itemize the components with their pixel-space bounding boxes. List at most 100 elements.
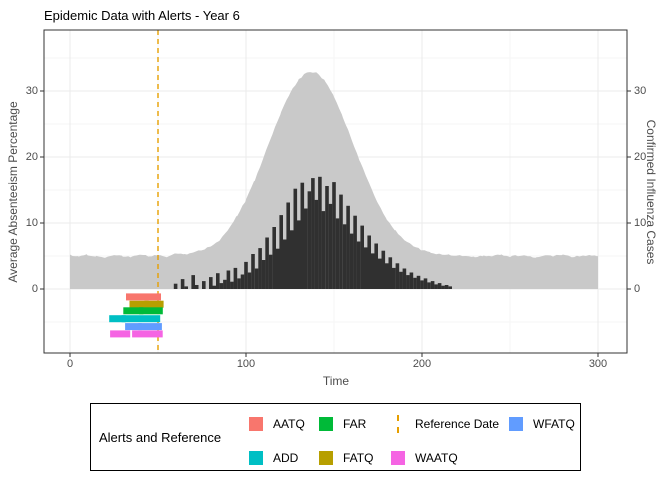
influenza-bar bbox=[286, 202, 290, 289]
alert-band-WAATQ bbox=[132, 330, 163, 338]
influenza-bar bbox=[335, 218, 340, 289]
legend-key-dashed-line-icon bbox=[397, 415, 399, 433]
influenza-bar bbox=[275, 248, 280, 289]
influenza-bar bbox=[413, 277, 417, 289]
y-right-tick-label: 20 bbox=[634, 151, 647, 163]
influenza-bar bbox=[194, 285, 199, 289]
influenza-bar bbox=[409, 272, 414, 289]
y-right-tick-label: 30 bbox=[634, 85, 647, 97]
influenza-bar bbox=[272, 227, 276, 289]
legend-entry-wfatq: WFATQ bbox=[509, 414, 575, 434]
influenza-bar bbox=[388, 257, 393, 289]
x-tick-label: 0 bbox=[66, 358, 74, 370]
legend-entry-add: ADD bbox=[249, 448, 298, 468]
legend-key-swatch-icon bbox=[319, 451, 333, 465]
legend-title: Alerts and Reference bbox=[99, 429, 222, 445]
influenza-bar bbox=[307, 191, 312, 289]
influenza-bar bbox=[191, 275, 195, 289]
influenza-bar bbox=[430, 281, 435, 289]
plot-title: Epidemic Data with Alerts - Year 6 bbox=[44, 8, 240, 23]
legend-entry-aatq: AATQ bbox=[249, 414, 305, 434]
influenza-bar bbox=[399, 271, 403, 289]
y-left-tick-label: 30 bbox=[25, 85, 38, 97]
influenza-bar bbox=[406, 275, 410, 289]
influenza-bar bbox=[356, 241, 361, 289]
influenza-bar bbox=[251, 254, 255, 289]
influenza-bar bbox=[268, 254, 273, 289]
influenza-bar bbox=[346, 205, 350, 289]
x-axis-title: Time bbox=[322, 374, 350, 388]
alert-band-FATQ bbox=[129, 300, 149, 308]
influenza-bar bbox=[423, 278, 428, 289]
influenza-bar bbox=[314, 199, 319, 289]
influenza-bar bbox=[444, 285, 449, 289]
legend-entry-label: WFATQ bbox=[533, 417, 575, 431]
y-left-tick-label: 10 bbox=[25, 217, 38, 229]
alert-band-ADD bbox=[121, 315, 161, 323]
influenza-bar bbox=[392, 267, 396, 289]
influenza-bar bbox=[349, 233, 354, 289]
influenza-bar bbox=[385, 263, 389, 289]
influenza-bar bbox=[261, 260, 266, 289]
influenza-bar bbox=[434, 284, 438, 289]
y-right-tick-label: 10 bbox=[634, 217, 647, 229]
y-axis-title-left: Average Absenteeism Percentage bbox=[6, 101, 20, 283]
influenza-bar bbox=[328, 203, 333, 289]
y-axis-title-right: Confirmed Influenza Cases bbox=[644, 119, 658, 265]
influenza-bar bbox=[293, 188, 298, 289]
influenza-bar bbox=[367, 235, 371, 289]
influenza-bar bbox=[180, 279, 185, 289]
legend-key-swatch-icon bbox=[391, 451, 405, 465]
influenza-bar bbox=[441, 285, 445, 289]
influenza-bar bbox=[353, 215, 357, 289]
influenza-bar bbox=[237, 278, 241, 289]
influenza-bar bbox=[254, 268, 259, 289]
alert-band-FAR bbox=[123, 307, 144, 315]
influenza-bar bbox=[212, 285, 217, 289]
panel-border bbox=[43, 29, 628, 354]
legend-entry-fatq: FATQ bbox=[319, 448, 373, 468]
influenza-bar bbox=[209, 277, 213, 289]
legend-entry-label: FAR bbox=[343, 417, 367, 431]
influenza-bar bbox=[416, 275, 421, 289]
influenza-bar bbox=[427, 282, 431, 289]
alert-band-ADD bbox=[109, 315, 126, 323]
influenza-bar bbox=[420, 280, 424, 289]
influenza-bar bbox=[290, 230, 294, 289]
influenza-bar bbox=[363, 247, 368, 289]
influenza-bar bbox=[300, 182, 305, 289]
influenza-bar bbox=[332, 182, 336, 289]
influenza-bar bbox=[318, 176, 322, 289]
influenza-bar bbox=[216, 273, 220, 289]
influenza-bar bbox=[311, 178, 315, 289]
legend-entry-label: FATQ bbox=[343, 451, 374, 465]
influenza-bar bbox=[374, 243, 378, 289]
alert-band-FAR bbox=[139, 307, 163, 315]
legend-entry-reference-date: Reference Date bbox=[391, 414, 499, 434]
x-tick-label: 100 bbox=[236, 358, 256, 370]
influenza-bar bbox=[282, 239, 287, 289]
influenza-bar bbox=[339, 194, 343, 289]
alert-band-WFATQ bbox=[125, 323, 142, 331]
influenza-bar bbox=[321, 211, 326, 289]
legend-entry-label: Reference Date bbox=[415, 417, 500, 431]
influenza-bar bbox=[233, 267, 238, 289]
influenza-bar bbox=[202, 281, 206, 289]
absenteeism-area bbox=[70, 72, 598, 289]
y-left-tick-label: 0 bbox=[31, 283, 38, 295]
alert-band-AATQ bbox=[126, 293, 161, 301]
influenza-bar bbox=[304, 208, 308, 289]
influenza-bar bbox=[402, 268, 407, 289]
legend-box: Alerts and Reference AATQ ADD FAR FATQ Refer… bbox=[90, 403, 581, 471]
y-right-tick-label: 0 bbox=[634, 283, 641, 295]
legend-key-swatch-icon bbox=[319, 417, 333, 431]
legend-entry-far: FAR bbox=[319, 414, 366, 434]
influenza-bar bbox=[247, 272, 252, 289]
influenza-bar bbox=[437, 283, 442, 289]
influenza-bar bbox=[265, 237, 269, 289]
legend-entry-label: ADD bbox=[273, 451, 299, 465]
influenza-bar bbox=[325, 186, 329, 289]
legend-key-swatch-icon bbox=[249, 451, 263, 465]
influenza-bar bbox=[378, 258, 382, 289]
